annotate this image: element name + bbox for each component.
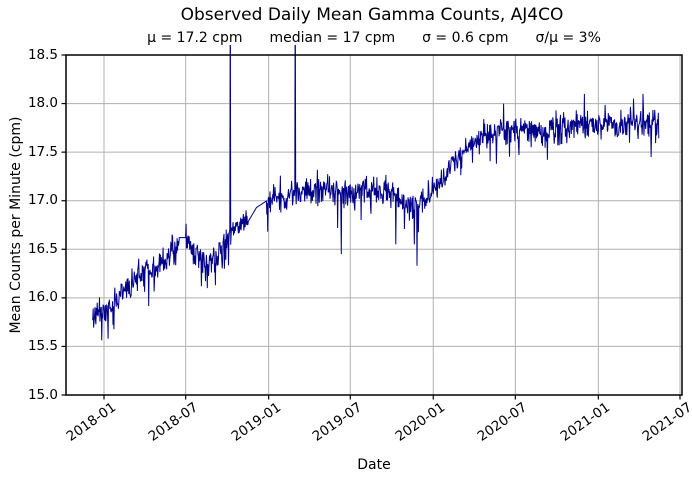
stat-sigma-over-mu: σ/μ = 3% [535, 30, 601, 46]
y-tick-label: 18.0 [27, 95, 58, 112]
stat-median: median = 17 cpm [269, 30, 396, 46]
stats-subtitle: μ = 17.2 cpm median = 17 cpm σ = 0.6 cpm… [147, 30, 601, 46]
y-tick-label: 17.5 [27, 143, 58, 160]
y-tick-label: 18.5 [27, 46, 58, 63]
y-tick-label: 15.0 [27, 386, 58, 403]
chart-title: Observed Daily Mean Gamma Counts, AJ4CO [180, 5, 564, 25]
stat-sigma: σ = 0.6 cpm [422, 30, 509, 46]
stat-mean: μ = 17.2 cpm [147, 30, 243, 46]
y-tick-label: 16.5 [27, 240, 58, 257]
y-tick-label: 16.0 [27, 289, 58, 306]
x-axis-label: Date [357, 457, 391, 473]
y-tick-label: 15.5 [27, 337, 58, 354]
y-tick-label: 17.0 [27, 192, 58, 209]
